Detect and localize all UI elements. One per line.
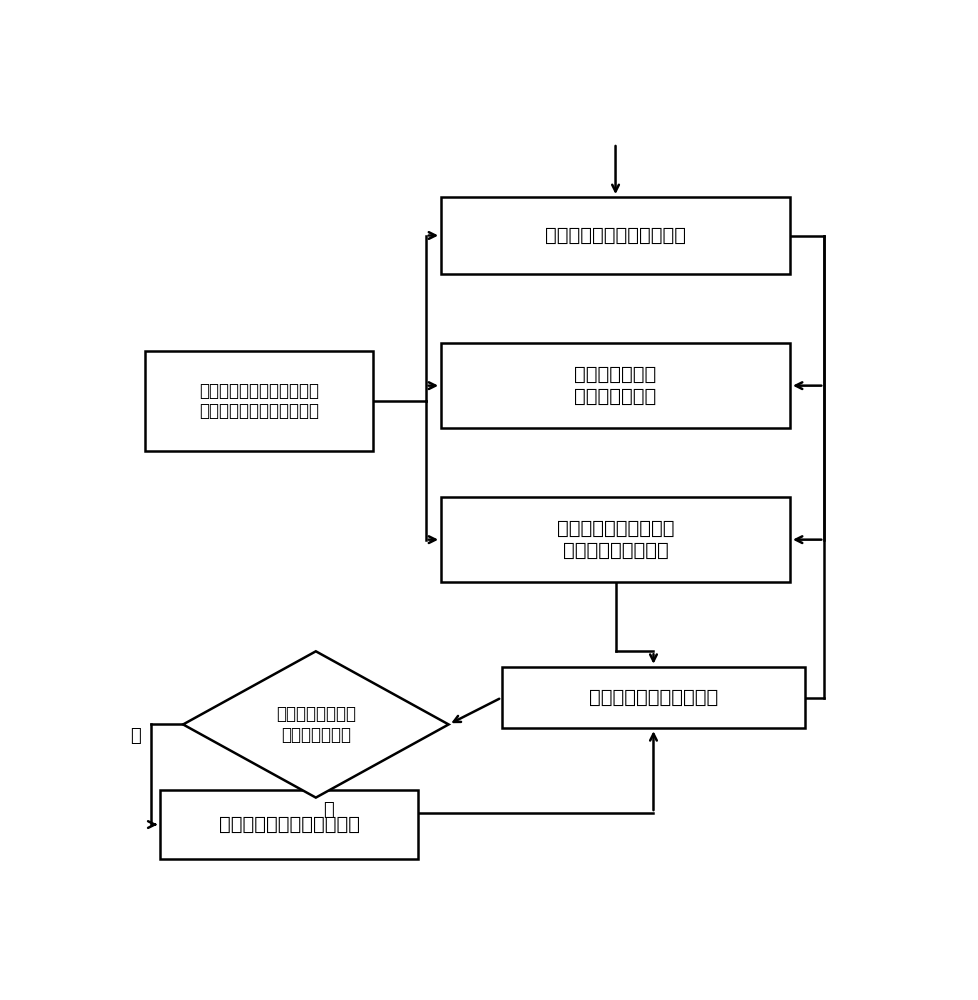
Text: 使导热介质和原料
温度达到设定值: 使导热介质和原料 温度达到设定值 (276, 705, 355, 744)
FancyBboxPatch shape (160, 790, 418, 859)
FancyBboxPatch shape (145, 351, 373, 451)
FancyBboxPatch shape (440, 197, 789, 274)
Text: 启动预聚体储料、循环、计
量料流系统的加热保温装置: 启动预聚体储料、循环、计 量料流系统的加热保温装置 (199, 382, 319, 420)
Text: 关闭导热介质加热元件开关: 关闭导热介质加热元件开关 (218, 815, 360, 834)
FancyBboxPatch shape (440, 497, 789, 582)
Text: 监测导热介质和原料温度: 监测导热介质和原料温度 (588, 688, 718, 707)
Text: 是: 是 (130, 727, 141, 745)
Text: 开启导热介质循
环启闭控制阀门: 开启导热介质循 环启闭控制阀门 (574, 365, 656, 406)
FancyBboxPatch shape (501, 667, 804, 728)
Text: 启动配有压力控制元件
的导热介质泵送装置: 启动配有压力控制元件 的导热介质泵送装置 (556, 519, 674, 560)
Text: 否: 否 (323, 801, 333, 819)
FancyBboxPatch shape (440, 343, 789, 428)
Text: 开启导热介质加热元件开关: 开启导热介质加热元件开关 (545, 226, 686, 245)
Polygon shape (183, 651, 448, 798)
